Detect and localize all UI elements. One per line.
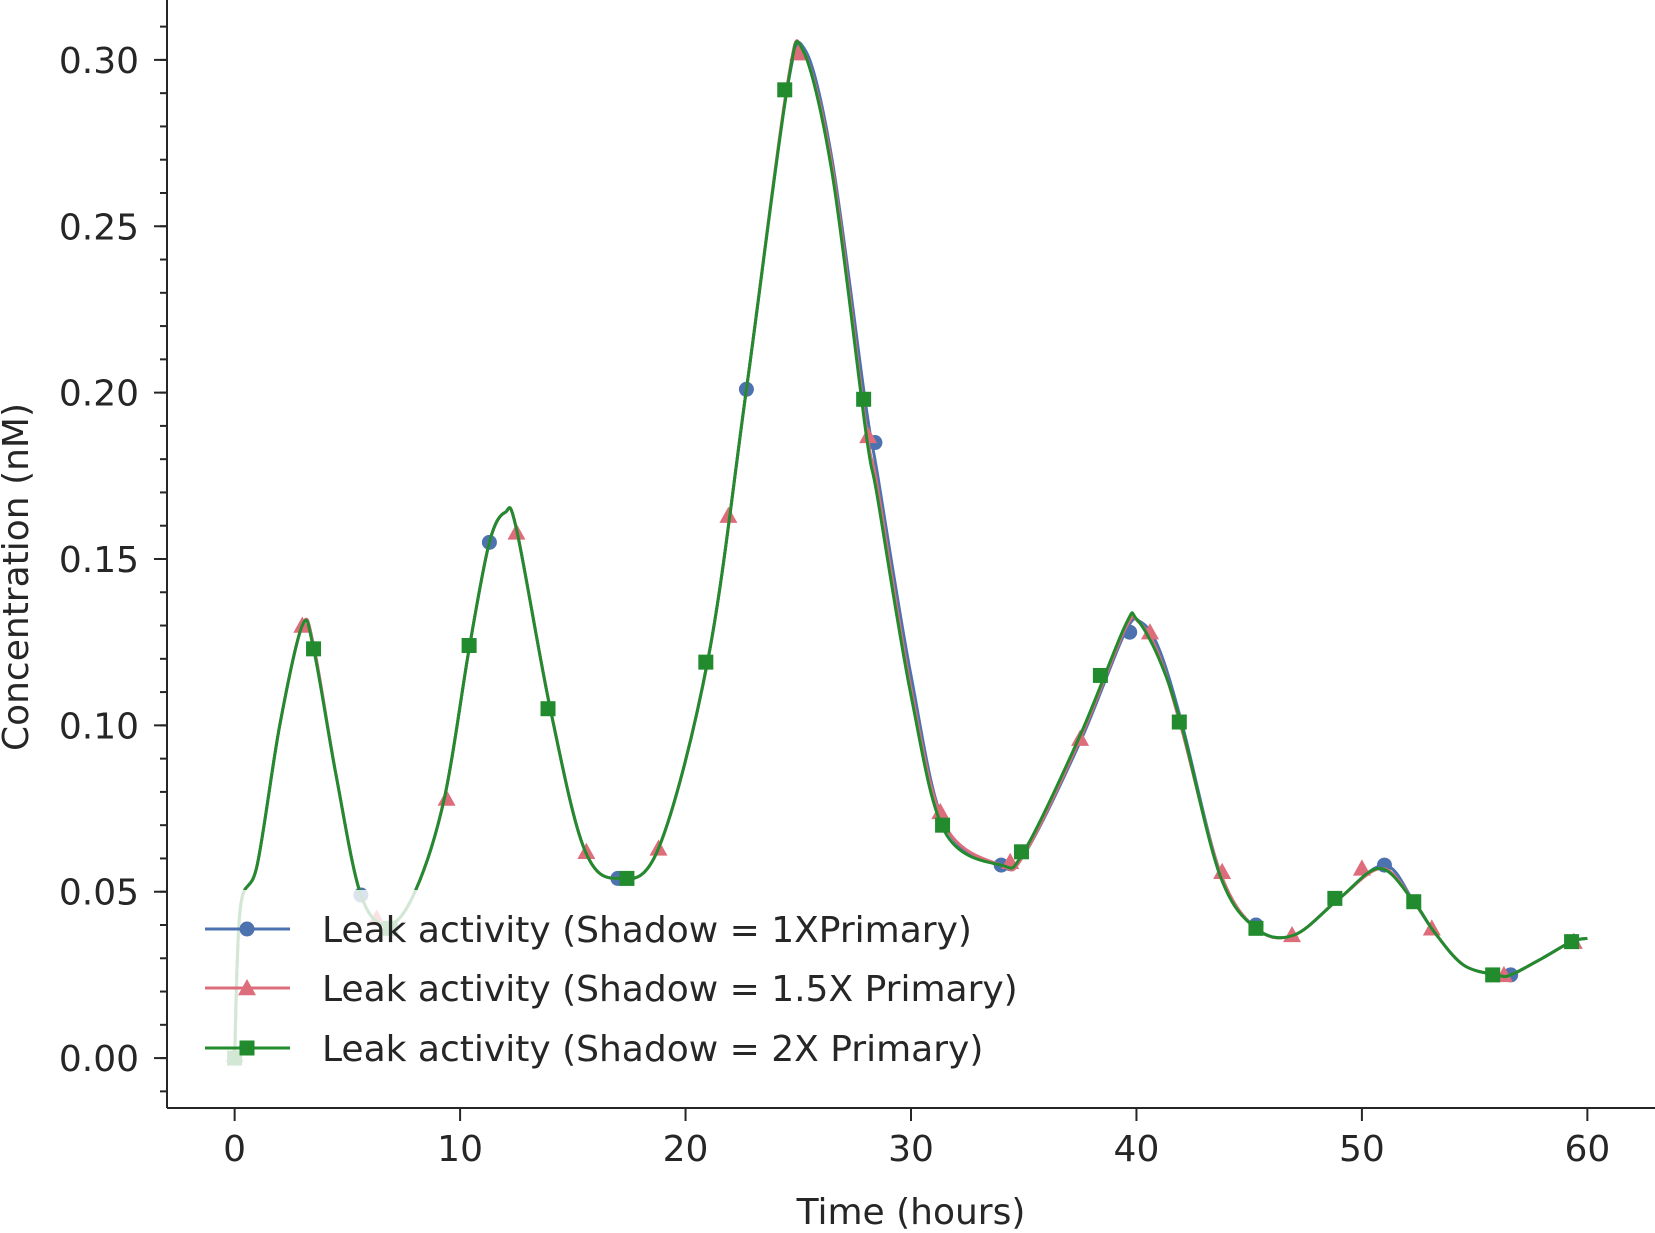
x-tick-label: 10 [437,1129,483,1170]
x-tick-label: 30 [888,1129,934,1170]
data-point-series-2 [859,426,878,444]
data-point-series-3 [935,817,951,833]
y-tick-label: 0.20 [59,374,139,415]
y-tick-label: 0.05 [59,873,139,914]
legend-entry-1: Leak activity (Shadow = 1XPrimary) [205,910,972,951]
data-point-series-3 [1171,714,1187,730]
data-point-series-2 [1213,862,1232,879]
legend-marker-series-3 [239,1040,255,1056]
legend: Leak activity (Shadow = 1XPrimary) Leak … [188,890,1038,1076]
x-tick-label: 60 [1564,1129,1610,1170]
data-point-series-3 [461,638,477,654]
x-axis-label: Time (hours) [796,1192,1026,1233]
y-tick-label: 0.10 [59,706,139,747]
data-point-series-2 [931,802,950,820]
data-point-series-3 [1485,967,1501,983]
data-point-series-3 [1248,920,1264,936]
data-point-series-3 [619,870,635,886]
x-tick-label: 40 [1114,1129,1160,1170]
legend-label-series-3: Leak activity (Shadow = 2X Primary) [322,1029,983,1070]
legend-entry-3: Leak activity (Shadow = 2X Primary) [205,1029,983,1070]
data-point-series-3 [1327,890,1343,906]
data-point-series-2 [1140,623,1159,640]
data-point-series-3 [1013,844,1029,860]
y-tick-label: 0.15 [59,540,139,581]
legend-marker-series-2 [238,979,256,996]
ticks-layer: 0.00 0.05 0.10 0.15 0.20 0.25 0.30 0 10 20 30 40 50 6… [59,25,1610,1170]
data-point-series-3 [540,701,556,717]
data-point-series-2 [1352,859,1371,876]
x-tick-label: 50 [1339,1129,1385,1170]
y-tick-label: 0.30 [59,41,139,82]
legend-label-series-2: Leak activity (Shadow = 1.5X Primary) [322,969,1018,1010]
x-tick-label: 0 [223,1129,246,1170]
data-point-series-3 [306,641,322,657]
legend-background [188,890,1038,1076]
data-point-series-3 [856,391,872,407]
data-point-series-3 [1564,934,1580,950]
y-tick-label: 0.00 [59,1039,139,1080]
y-axis-label: Concentration (nM) [0,403,37,751]
data-point-series-3 [698,654,714,670]
y-tick-label: 0.25 [59,207,139,248]
data-point-series-3 [1406,894,1422,910]
legend-marker-series-1 [239,921,255,937]
x-tick-label: 20 [663,1129,709,1170]
legend-entry-2: Leak activity (Shadow = 1.5X Primary) [205,969,1018,1010]
legend-label-series-1: Leak activity (Shadow = 1XPrimary) [322,910,972,951]
data-point-series-3 [777,82,793,98]
data-point-series-3 [1092,667,1108,683]
